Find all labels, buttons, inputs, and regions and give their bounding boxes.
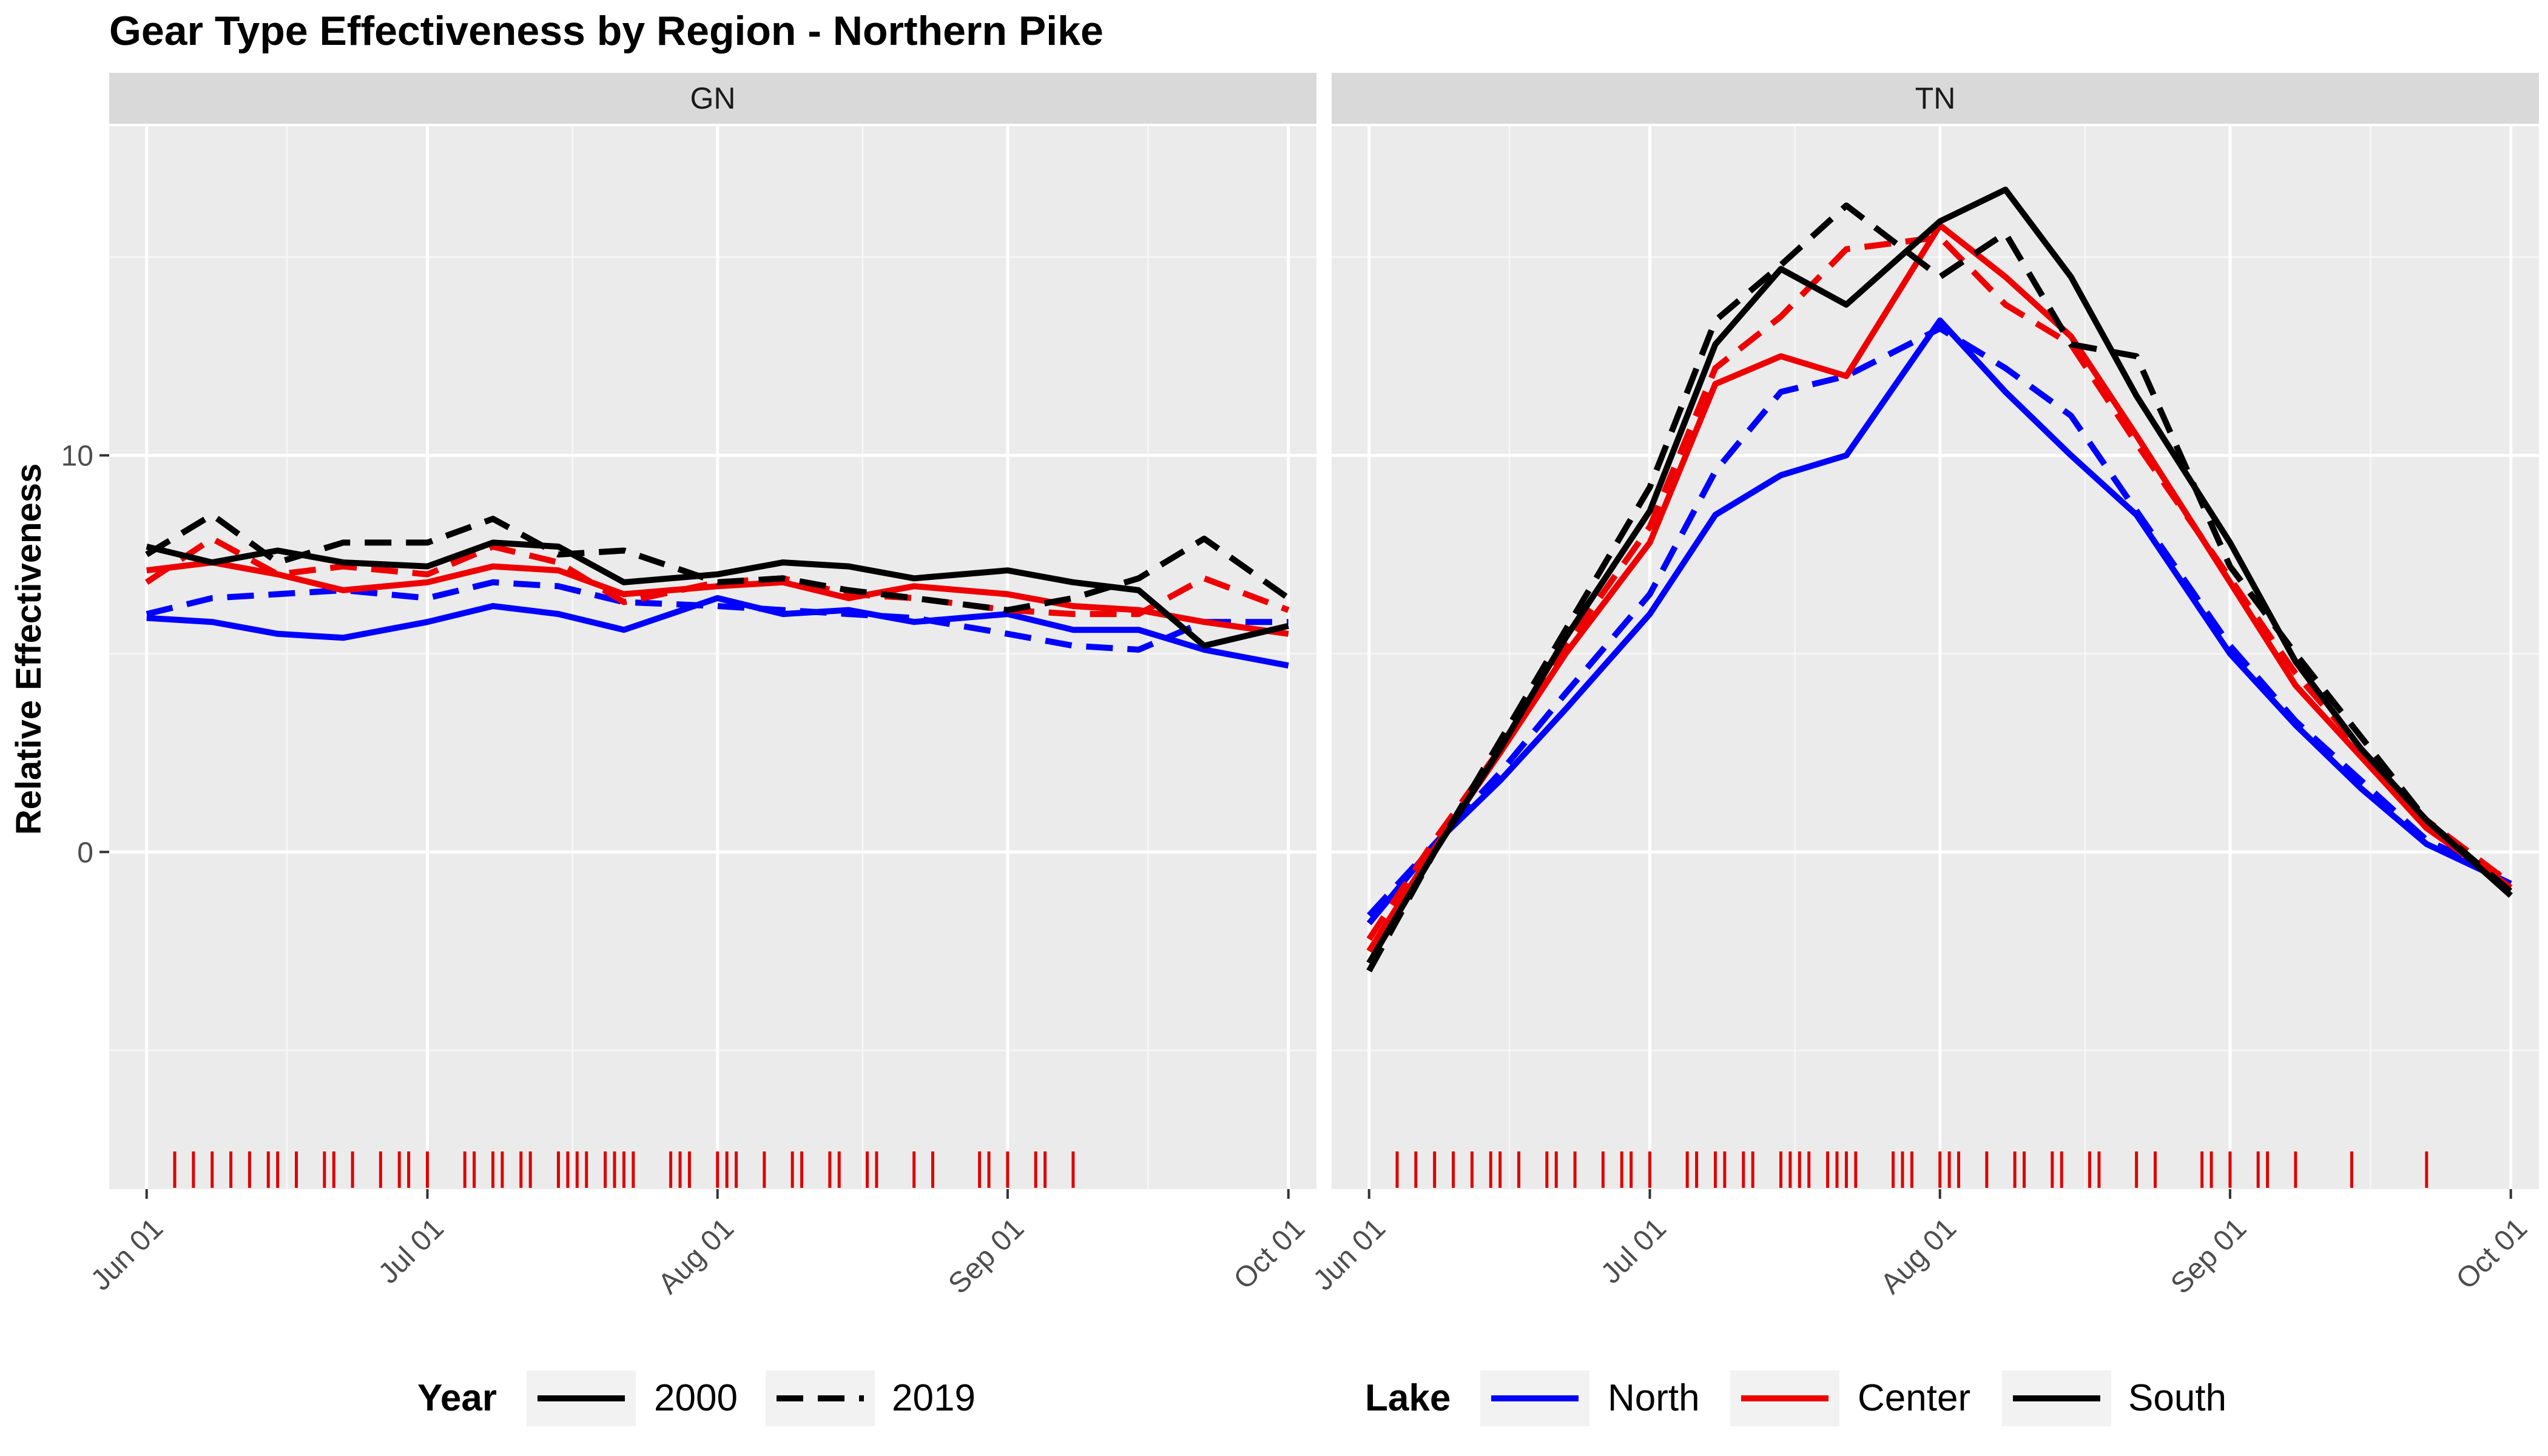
facet-strip	[109, 73, 1316, 124]
series-line-south-2019	[145, 511, 1290, 613]
rug	[173, 1151, 1075, 1188]
legends: Year 2000 2019 Lake North Center South	[417, 1370, 2226, 1426]
rug	[1395, 1151, 2428, 1188]
chart-title: Gear Type Effectiveness by Region - Nort…	[109, 8, 1104, 54]
facet-strip-label: GN	[690, 81, 736, 115]
legend-title: Lake	[1365, 1377, 1451, 1419]
legend-label: North	[1608, 1377, 1700, 1419]
plot-background	[1332, 126, 2539, 1189]
series-line-center-2019	[144, 535, 1290, 618]
y-tick-label: 0	[77, 837, 93, 869]
y-tick-label: 10	[61, 440, 93, 473]
series-line-center-2000	[146, 559, 1289, 637]
y-axis-title: Relative Effectiveness	[9, 463, 49, 835]
legend-label: 2019	[892, 1377, 976, 1419]
facet-strip	[1332, 73, 2539, 124]
legend-label: Center	[1858, 1377, 1970, 1419]
series-line-north-2019	[146, 579, 1289, 653]
series-line-south-2000	[146, 539, 1289, 649]
series-line-north-2000	[146, 595, 1289, 669]
series-line-south-2000	[1366, 186, 2513, 965]
legend-label: South	[2128, 1377, 2226, 1419]
legend-lake: Lake North Center South	[1365, 1370, 2226, 1426]
series-line-north-2000	[1366, 317, 2512, 926]
legend-year: Year 2000 2019	[417, 1370, 976, 1426]
legend-title: Year	[417, 1377, 497, 1419]
series-line-south-2019	[1366, 202, 2513, 972]
series-line-north-2019	[1367, 325, 2512, 918]
legend-label: 2000	[654, 1377, 738, 1419]
facet-strip-label: TN	[1915, 81, 1956, 115]
plot-background	[109, 126, 1316, 1189]
